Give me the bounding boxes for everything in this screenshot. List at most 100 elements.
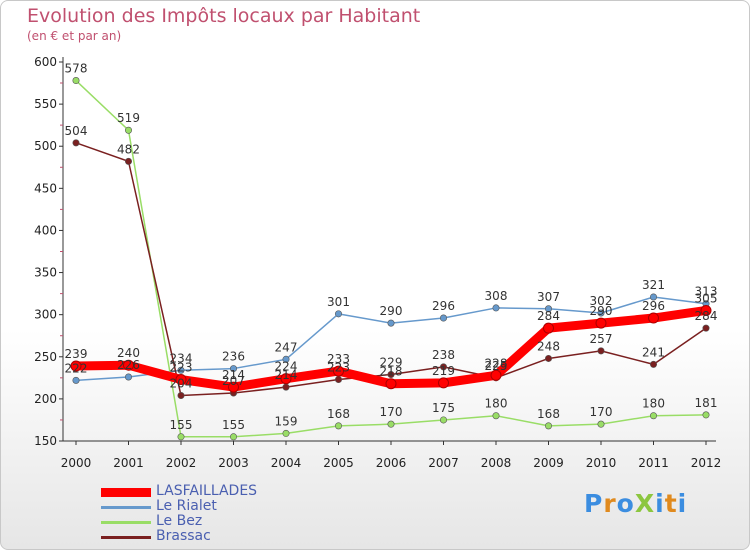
data-point-lasfaillades [228, 381, 239, 393]
data-label-le-bez: 168 [327, 407, 350, 421]
data-point-le-bez [544, 422, 552, 430]
data-point-le-rialet [125, 373, 133, 381]
data-point-le-rialet [649, 293, 657, 301]
data-point-lasfaillades [175, 374, 187, 386]
data-label-le-rialet: 226 [117, 358, 140, 372]
y-tick-label: 300 [34, 308, 57, 322]
chart-title: Evolution des Impôts locaux par Habitant [27, 5, 421, 27]
data-label-le-rialet: 247 [275, 340, 298, 354]
y-tick-label: 250 [34, 350, 57, 364]
x-tick-label: 2001 [113, 456, 144, 470]
data-label-brassac: 482 [117, 142, 140, 156]
data-point-lasfaillades [70, 360, 82, 372]
data-point-brassac [597, 347, 605, 355]
legend-label: Brassac [156, 528, 211, 544]
data-point-le-bez [282, 429, 290, 437]
y-tick-label: 450 [34, 181, 57, 195]
y-tick-label: 200 [34, 392, 57, 406]
data-point-lasfaillades [333, 365, 344, 377]
data-point-brassac [702, 324, 710, 332]
data-point-lasfaillades [438, 377, 449, 389]
data-label-brassac: 214 [275, 368, 298, 382]
data-point-brassac [439, 363, 447, 371]
data-label-le-rialet: 236 [222, 350, 245, 364]
data-label-brassac: 207 [222, 374, 245, 388]
data-point-le-bez [230, 433, 238, 441]
data-point-brassac [649, 360, 657, 368]
data-label-le-bez: 519 [117, 111, 140, 125]
data-label-lasfaillades: 224 [275, 360, 298, 374]
data-label-brassac: 241 [642, 345, 665, 359]
legend-label: LASFAILLADES [156, 483, 258, 499]
data-point-lasfaillades [123, 359, 134, 371]
data-label-lasfaillades: 233 [327, 352, 350, 366]
data-point-le-rialet [282, 355, 290, 363]
data-label-le-bez: 181 [695, 396, 718, 410]
data-point-brassac [177, 392, 185, 400]
data-label-le-bez: 168 [537, 407, 560, 421]
data-point-lasfaillades [280, 373, 292, 385]
data-point-le-bez [334, 422, 342, 430]
data-label-le-bez: 180 [642, 397, 665, 411]
proxiti-logo: ProXiti [584, 489, 687, 518]
data-label-le-bez: 155 [170, 418, 193, 432]
y-tick-label: 350 [34, 266, 57, 280]
data-point-lasfaillades [648, 312, 659, 324]
data-point-le-bez [649, 412, 657, 420]
data-label-lasfaillades: 214 [222, 368, 245, 382]
data-label-lasfaillades: 239 [65, 347, 88, 361]
data-label-brassac: 257 [590, 332, 613, 346]
data-label-le-rialet: 234 [170, 351, 193, 365]
data-point-brassac [334, 376, 342, 384]
data-label-lasfaillades: 223 [170, 361, 193, 375]
x-tick-label: 2006 [376, 456, 407, 470]
data-point-brassac [125, 157, 133, 165]
logo-letter: i [677, 489, 688, 518]
data-label-le-rialet: 302 [590, 294, 613, 308]
legend-swatch [101, 506, 151, 509]
x-tick-label: 2007 [428, 456, 459, 470]
data-point-le-rialet [230, 365, 238, 373]
data-label-le-rialet: 308 [485, 289, 508, 303]
chart-subtitle: (en € et par an) [27, 29, 122, 43]
data-point-brassac [544, 354, 552, 362]
data-label-lasfaillades: 284 [537, 309, 560, 323]
logo-letter: i [655, 489, 665, 518]
x-tick-label: 2011 [638, 456, 669, 470]
data-point-lasfaillades [490, 369, 502, 381]
data-label-le-rialet: 290 [380, 304, 403, 318]
legend-label: Le Bez [156, 513, 203, 529]
data-label-le-bez: 170 [380, 405, 403, 419]
x-tick-label: 2012 [691, 456, 722, 470]
x-tick-label: 2010 [586, 456, 617, 470]
y-tick-label: 600 [34, 55, 57, 69]
x-tick-label: 2000 [61, 456, 92, 470]
data-point-le-bez [387, 420, 395, 428]
data-point-le-bez [125, 126, 133, 134]
y-tick-label: 400 [34, 223, 57, 237]
data-label-le-bez: 155 [222, 418, 245, 432]
data-point-le-rialet [597, 309, 605, 317]
logo-letter: t [664, 489, 678, 518]
data-point-le-bez [177, 433, 185, 441]
legend-swatch [101, 488, 151, 497]
x-tick-label: 2002 [166, 456, 197, 470]
data-label-le-rialet: 222 [65, 361, 88, 375]
logo-letter: X [634, 489, 656, 518]
logo-letter: r [603, 489, 617, 518]
data-point-lasfaillades [543, 322, 554, 334]
data-label-le-rialet: 296 [432, 299, 455, 313]
data-label-le-rialet: 307 [537, 290, 560, 304]
data-label-brassac: 284 [695, 309, 718, 323]
data-point-brassac [72, 139, 80, 147]
data-point-le-rialet [544, 305, 552, 313]
logo-letter: o [616, 489, 635, 518]
data-label-le-bez: 159 [275, 414, 298, 428]
data-label-lasfaillades: 305 [695, 291, 718, 305]
y-tick-label: 500 [34, 139, 57, 153]
data-label-brassac: 504 [65, 124, 88, 138]
data-point-le-rialet [387, 319, 395, 327]
logo-letter: P [584, 489, 604, 518]
